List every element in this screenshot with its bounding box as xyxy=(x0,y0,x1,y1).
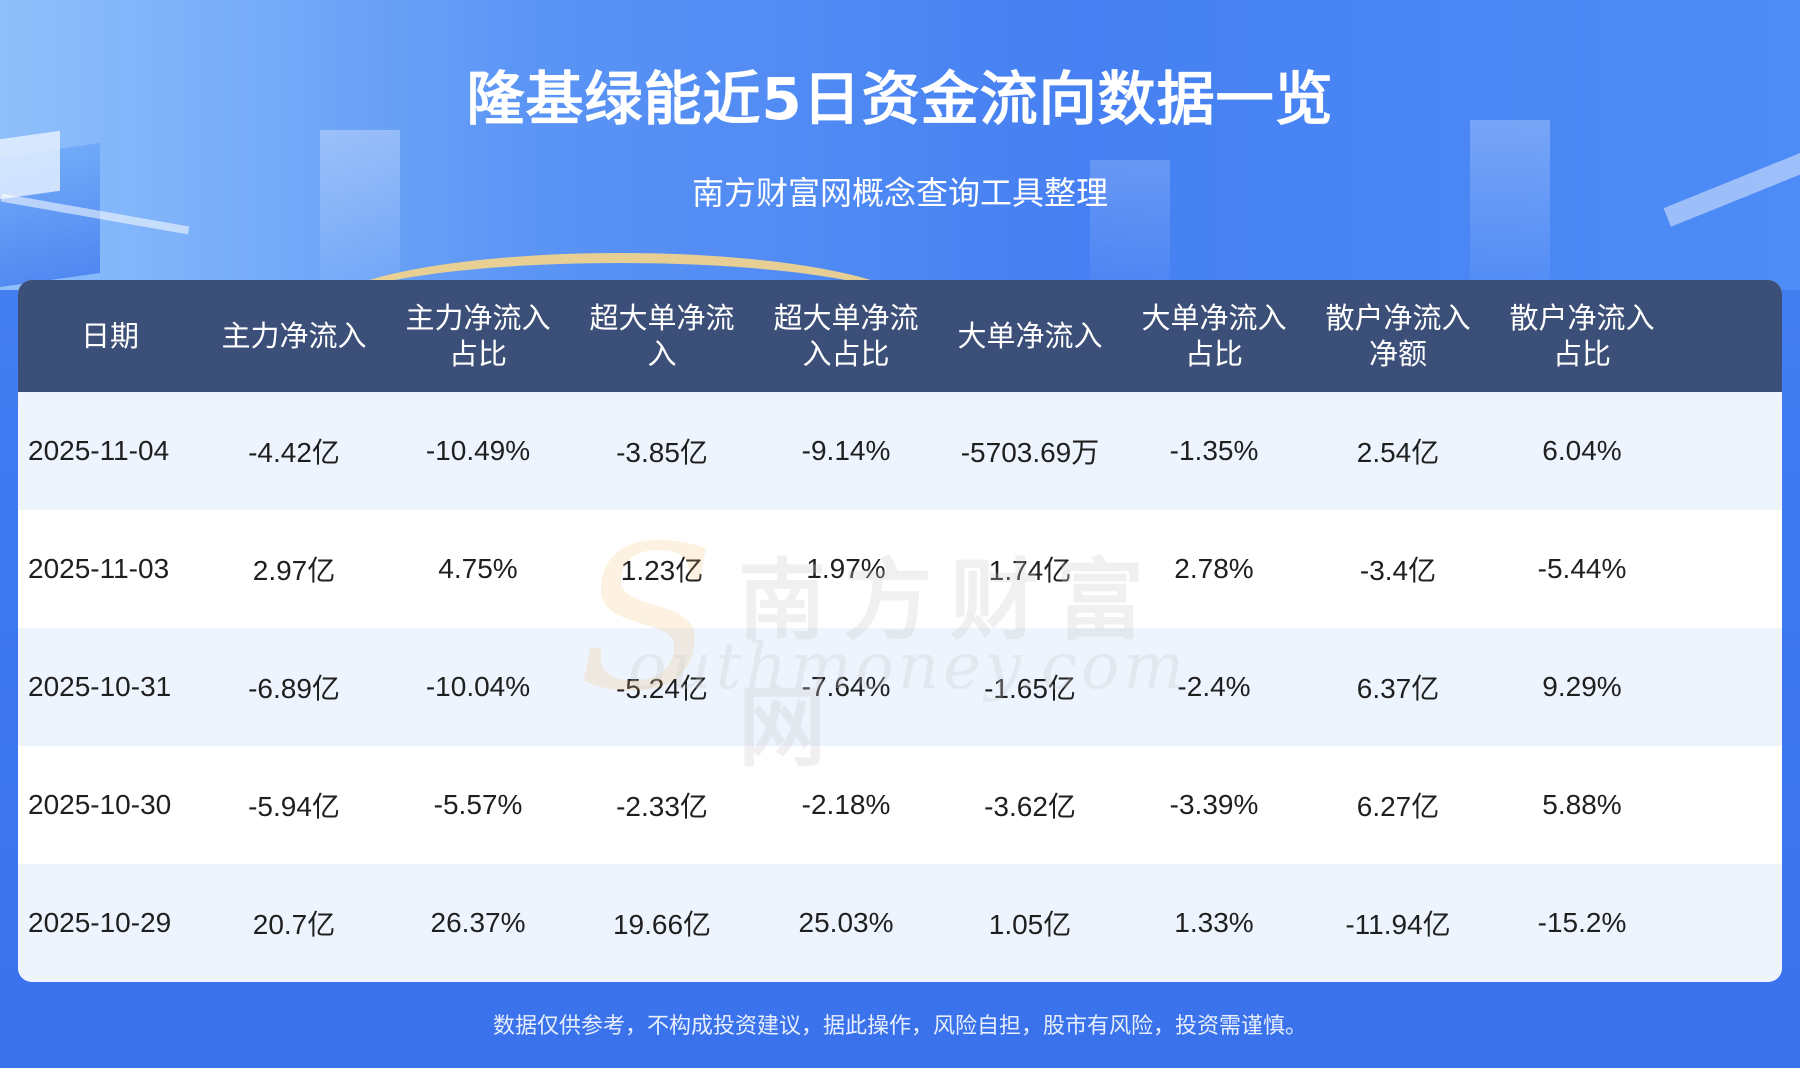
column-header-retail-ratio: 散户净流入占比 xyxy=(1509,301,1655,371)
table-cell: -1.35% xyxy=(1169,435,1259,466)
table-cell: 1.05亿 xyxy=(988,909,1072,940)
table-cell: 1.23亿 xyxy=(620,555,704,586)
table-row: 2025-10-29 20.7亿 26.37% 19.66亿 25.03% 1.… xyxy=(18,864,1782,982)
column-header-main-inflow: 主力净流入 xyxy=(221,319,367,353)
table-cell: 4.75% xyxy=(438,553,518,584)
column-header-large-inflow: 大单净流入 xyxy=(957,319,1103,353)
hero-banner: 隆基绿能近5日资金流向数据一览 南方财富网概念查询工具整理 xyxy=(0,0,1800,290)
table-cell: 5.88% xyxy=(1542,789,1622,820)
table-cell-date: 2025-10-30 xyxy=(28,789,172,820)
page-title: 隆基绿能近5日资金流向数据一览 xyxy=(466,65,1334,133)
table-cell: -5.24亿 xyxy=(616,673,708,704)
table-cell: 6.27亿 xyxy=(1356,791,1440,822)
table-cell: -6.89亿 xyxy=(248,673,340,704)
table-cell: 2.78% xyxy=(1174,553,1254,584)
table-cell: -15.2% xyxy=(1537,907,1627,938)
column-header-xl-inflow: 超大单净流入 xyxy=(589,301,735,371)
table-row: 2025-10-31 -6.89亿 -10.04% -5.24亿 -7.64% … xyxy=(18,628,1782,746)
table-row: 2025-10-30 -5.94亿 -5.57% -2.33亿 -2.18% -… xyxy=(18,746,1782,864)
column-header-retail-inflow: 散户净流入净额 xyxy=(1325,301,1471,371)
table-header: 日期 主力净流入 主力净流入占比 超大单净流入 超大单净流入占比 大单净流入 大… xyxy=(18,280,1782,392)
decor-pillar xyxy=(1090,160,1170,290)
table-cell: 2.54亿 xyxy=(1356,437,1440,468)
table-cell: 2.97亿 xyxy=(252,555,336,586)
table-cell: -3.4亿 xyxy=(1359,555,1437,586)
table-cell: 6.04% xyxy=(1542,435,1622,466)
table-cell-date: 2025-10-31 xyxy=(28,671,172,702)
decor-arc xyxy=(320,253,920,290)
column-header-large-ratio: 大单净流入占比 xyxy=(1141,301,1287,371)
table-cell: -5703.69万 xyxy=(960,437,1100,468)
table-cell-date: 2025-10-29 xyxy=(28,907,172,938)
table-cell: -7.64% xyxy=(801,671,891,702)
table-cell: -5.94亿 xyxy=(248,791,340,822)
table-cell-date: 2025-11-04 xyxy=(28,435,170,466)
table-cell: -3.62亿 xyxy=(984,791,1076,822)
table-cell: -11.94亿 xyxy=(1345,909,1451,940)
column-header-date: 日期 xyxy=(80,319,139,353)
table-cell: -2.18% xyxy=(801,789,891,820)
column-header-xl-ratio: 超大单净流入占比 xyxy=(773,301,919,371)
table-cell: 25.03% xyxy=(798,907,894,938)
data-table-card: 日期 主力净流入 主力净流入占比 超大单净流入 超大单净流入占比 大单净流入 大… xyxy=(18,280,1782,982)
column-header-main-ratio: 主力净流入占比 xyxy=(405,301,551,371)
table-cell: -2.4% xyxy=(1177,671,1251,702)
disclaimer: 数据仅供参考，不构成投资建议，据此操作，风险自担，股市有风险，投资需谨慎。 xyxy=(492,1014,1307,1039)
table-cell: -3.85亿 xyxy=(616,437,708,468)
table-cell: 1.97% xyxy=(806,553,886,584)
table-cell: -5.57% xyxy=(433,789,523,820)
table-cell: 20.7亿 xyxy=(252,909,336,940)
page-subtitle: 南方财富网概念查询工具整理 xyxy=(691,174,1108,212)
table-cell: -1.65亿 xyxy=(984,673,1076,704)
table-cell: -9.14% xyxy=(801,435,891,466)
table-row: 2025-11-03 2.97亿 4.75% 1.23亿 1.97% 1.74亿… xyxy=(18,510,1782,628)
table-cell: 9.29% xyxy=(1542,671,1622,702)
table-cell: 1.33% xyxy=(1174,907,1254,938)
decor-pillar xyxy=(1470,120,1550,290)
table-cell: -10.04% xyxy=(425,671,531,702)
table-cell: -10.49% xyxy=(425,435,531,466)
table-cell: -2.33亿 xyxy=(616,791,708,822)
table-cell: -4.42亿 xyxy=(248,437,340,468)
table-cell-date: 2025-11-03 xyxy=(28,553,170,584)
table-cell: 26.37% xyxy=(430,907,526,938)
table-cell: -5.44% xyxy=(1537,553,1627,584)
decor-pillar xyxy=(320,130,400,290)
table-cell: 6.37亿 xyxy=(1356,673,1440,704)
table-cell: -3.39% xyxy=(1169,789,1259,820)
table-row: 2025-11-04 -4.42亿 -10.49% -3.85亿 -9.14% … xyxy=(18,392,1782,510)
table-cell: 19.66亿 xyxy=(612,909,712,940)
table-cell: 1.74亿 xyxy=(988,555,1072,586)
